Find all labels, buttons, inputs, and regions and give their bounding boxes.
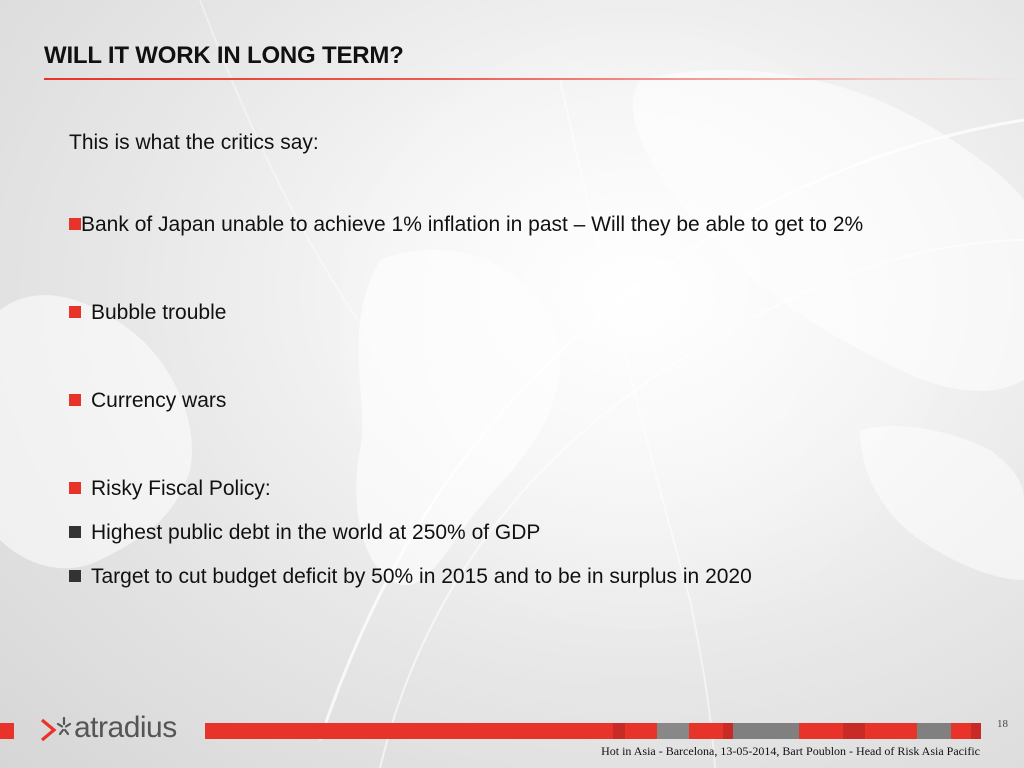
bullet-item-inflation: Bank of Japan unable to achieve 1% infla… — [69, 210, 984, 240]
bullet-text: Bubble trouble — [91, 301, 227, 324]
slide-title: WILL IT WORK IN LONG TERM? — [44, 42, 404, 69]
footer-caption: Hot in Asia - Barcelona, 13-05-2014, Bar… — [601, 744, 980, 758]
sub-bullet-deficit: Target to cut budget deficit by 50% in 2… — [69, 562, 984, 592]
intro-text: This is what the critics say: — [69, 131, 319, 154]
slide-content: This is what the critics say: Bank of Ja… — [69, 128, 984, 592]
bullet-text: Currency wars — [91, 389, 227, 412]
bullet-item-bubble: Bubble trouble — [69, 298, 984, 328]
atradius-logo-icon — [40, 716, 72, 742]
bullet-item-fiscal: Risky Fiscal Policy: — [69, 474, 984, 504]
footer-bar — [0, 723, 1024, 739]
square-bullet-icon — [69, 306, 81, 318]
title-underline — [44, 78, 1024, 80]
bullet-item-currency: Currency wars — [69, 386, 984, 416]
square-bullet-icon — [69, 394, 81, 406]
square-bullet-icon — [69, 570, 81, 582]
atradius-logo: atradius — [38, 708, 177, 748]
logo-wordmark: atradius — [74, 711, 177, 744]
sub-bullet-debt: Highest public debt in the world at 250%… — [69, 518, 984, 548]
sub-bullet-text: Highest public debt in the world at 250%… — [91, 521, 541, 544]
square-bullet-icon — [69, 482, 81, 494]
bullet-text: Risky Fiscal Policy: — [91, 477, 271, 500]
square-bullet-icon — [69, 526, 81, 538]
square-bullet-icon — [69, 218, 81, 230]
page-number: 18 — [997, 718, 1008, 730]
bullet-text: Bank of Japan unable to achieve 1% infla… — [81, 213, 864, 236]
sub-bullet-text: Target to cut budget deficit by 50% in 2… — [91, 565, 752, 588]
